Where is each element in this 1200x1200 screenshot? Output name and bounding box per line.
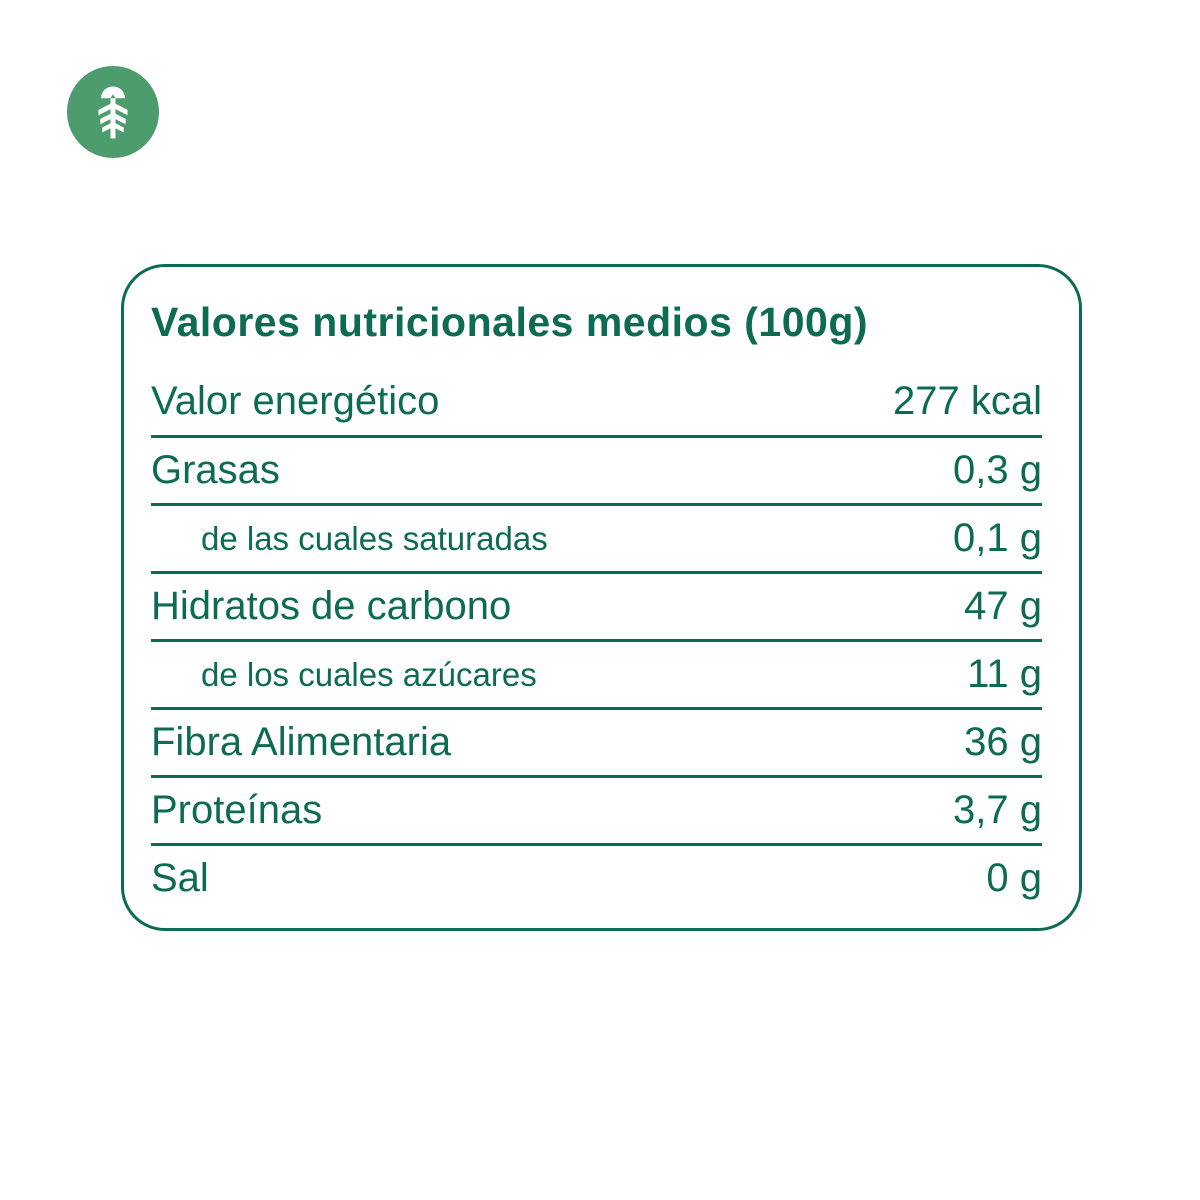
row-value: 36 g (964, 720, 1042, 764)
brand-badge (67, 66, 159, 158)
table-row: Fibra Alimentaria 36 g (151, 707, 1042, 775)
row-value: 0,1 g (953, 516, 1042, 560)
row-label: Hidratos de carbono (151, 584, 512, 628)
nutrition-table-title-row: Valores nutricionales medios (100g) (151, 267, 1042, 367)
row-label: Valor energético (151, 378, 440, 423)
row-label: Fibra Alimentaria (151, 720, 452, 764)
table-row: Grasas 0,3 g (151, 435, 1042, 503)
row-label: Grasas (151, 448, 280, 492)
table-row: Sal 0 g (151, 843, 1042, 911)
row-value: 0,3 g (953, 448, 1042, 492)
table-row: Proteínas 3,7 g (151, 775, 1042, 843)
table-row: de las cuales saturadas 0,1 g (151, 503, 1042, 571)
row-label: Proteínas (151, 788, 323, 832)
row-label: de las cuales saturadas (201, 519, 548, 557)
table-row: Hidratos de carbono 47 g (151, 571, 1042, 639)
nutrition-table: Valores nutricionales medios (100g) Valo… (121, 264, 1082, 931)
nutrition-table-title: Valores nutricionales medios (100g) (151, 298, 869, 345)
row-value: 277 kcal (893, 378, 1042, 423)
tree-icon (90, 84, 136, 140)
row-value: 47 g (964, 584, 1042, 628)
row-label: Sal (151, 856, 209, 900)
table-row: Valor energético 277 kcal (151, 367, 1042, 435)
table-row: de los cuales azúcares 11 g (151, 639, 1042, 707)
row-value: 11 g (967, 652, 1042, 696)
nutrition-rows: Valor energético 277 kcal Grasas 0,3 g d… (151, 367, 1042, 911)
row-value: 3,7 g (953, 788, 1042, 832)
row-value: 0 g (986, 856, 1042, 900)
row-label: de los cuales azúcares (201, 655, 537, 693)
